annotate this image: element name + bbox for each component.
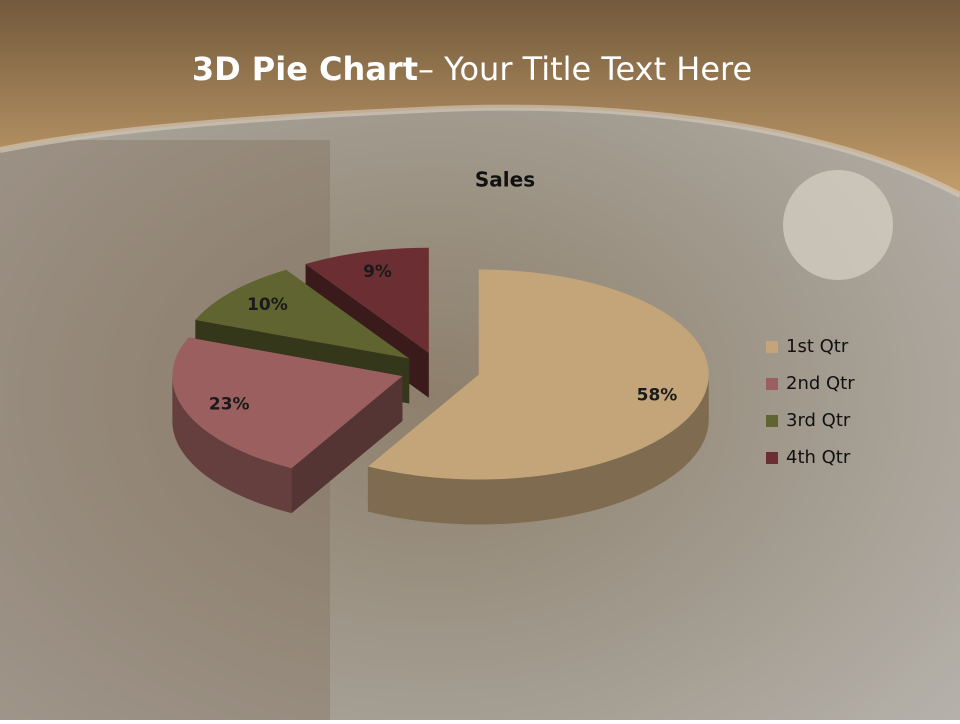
legend-marker [766, 341, 778, 353]
pie: 58% 23% 10% 9% [172, 247, 709, 525]
chart-title: Sales [475, 168, 535, 192]
legend-marker [766, 452, 778, 464]
legend: 1st Qtr 2nd Qtr 3rd Qtr 4th Qtr [766, 336, 855, 468]
slide-title-bold: 3D Pie Chart [192, 50, 418, 88]
legend-marker [766, 415, 778, 427]
slice [305, 247, 429, 353]
slice-wall [367, 374, 709, 525]
header-curve [0, 104, 960, 198]
data-label: 10% [247, 295, 288, 315]
photo-gauge [783, 170, 893, 280]
header-band [0, 0, 960, 195]
slice-wall [172, 376, 292, 514]
legend-label: 3rd Qtr [786, 410, 851, 431]
legend-marker [766, 378, 778, 390]
slice [195, 269, 410, 359]
slide-title-rest: – Your Title Text Here [418, 50, 752, 88]
legend-label: 2nd Qtr [786, 373, 855, 394]
legend-label: 1st Qtr [786, 336, 849, 357]
slice [172, 337, 403, 469]
legend-label: 4th Qtr [786, 447, 851, 468]
slide-title: 3D Pie Chart– Your Title Text Here [192, 50, 752, 88]
slice [367, 269, 709, 480]
data-label: 23% [209, 395, 250, 415]
data-label: 9% [363, 262, 392, 282]
data-label: 58% [637, 385, 678, 405]
